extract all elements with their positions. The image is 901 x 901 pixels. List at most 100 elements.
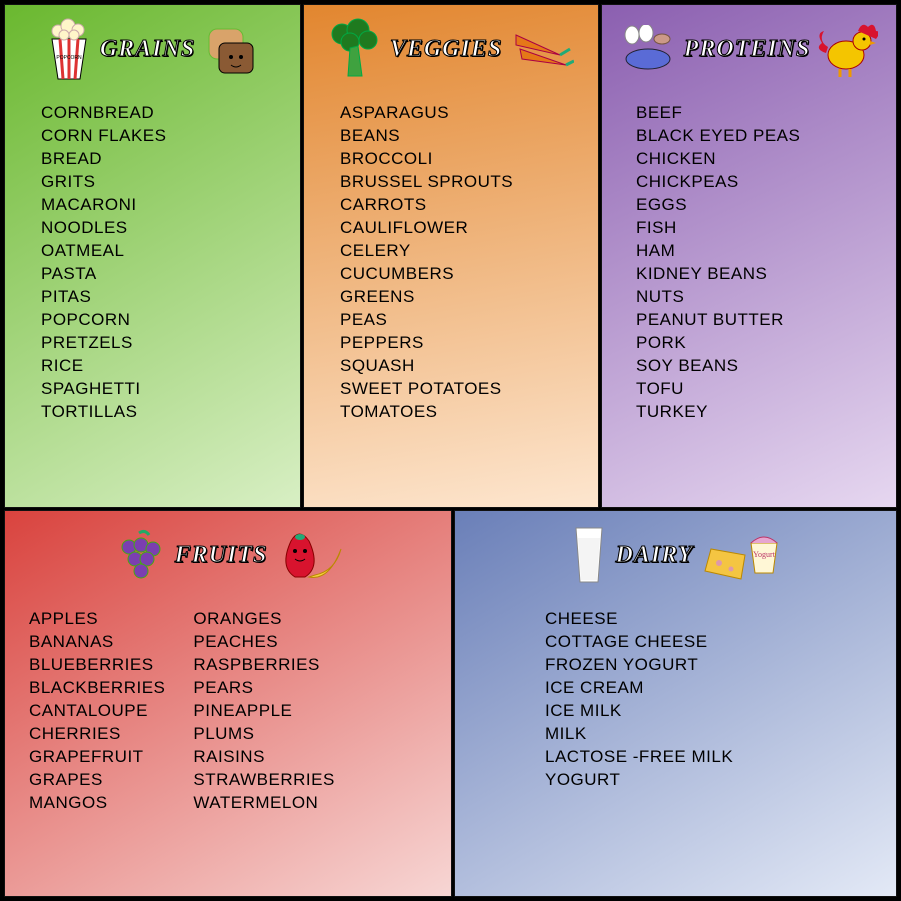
panel-grains: POPCORN GRAINS CORNBREAD CORN FLAKES BREAD… [4, 4, 301, 508]
list-item: MACARONI [41, 195, 282, 215]
food-groups-infographic: POPCORN GRAINS CORNBREAD CORN FLAKES BREAD… [0, 0, 901, 901]
list-item: PINEAPPLE [193, 701, 334, 721]
panel-grains-items: CORNBREAD CORN FLAKES BREAD GRITS MACARONI NO… [5, 87, 300, 432]
popcorn-icon: POPCORN [46, 17, 92, 81]
panel-fruits: FRUITS APPLES BANANAS BLUEBERRIES BLACKBERR… [4, 510, 452, 897]
list-item: BEANS [340, 126, 580, 146]
list-item: MILK [545, 724, 878, 744]
list-item: WATERMELON [193, 793, 334, 813]
list-item: BLACKBERRIES [29, 678, 165, 698]
list-item: SWEET POTATOES [340, 379, 580, 399]
list-item: RAISINS [193, 747, 334, 767]
list-item: PRETZELS [41, 333, 282, 353]
list-item: LACTOSE -FREE MILK [545, 747, 878, 767]
list-item: ORANGES [193, 609, 334, 629]
list-item: TURKEY [636, 402, 878, 422]
list-item: EGGS [636, 195, 878, 215]
list-item: NOODLES [41, 218, 282, 238]
list-item: MANGOS [29, 793, 165, 813]
list-item: TORTILLAS [41, 402, 282, 422]
milk-glass-icon [570, 524, 608, 586]
list-item: SQUASH [340, 356, 580, 376]
list-item: GREENS [340, 287, 580, 307]
panel-fruits-items: APPLES BANANAS BLUEBERRIES BLACKBERRIES CANT… [5, 593, 451, 823]
list-item: BREAD [41, 149, 282, 169]
list-item: GRAPES [29, 770, 165, 790]
panel-proteins-title: PROTEINS [684, 36, 811, 63]
panel-dairy-items: CHEESE COTTAGE CHEESE FROZEN YOGURT ICE CRE… [455, 593, 896, 800]
list-item: COTTAGE CHEESE [545, 632, 878, 652]
list-item: CAULIFLOWER [340, 218, 580, 238]
panel-fruits-title: FRUITS [175, 542, 268, 569]
list-item: PORK [636, 333, 878, 353]
panel-grains-title: GRAINS [100, 36, 195, 63]
broccoli-icon [328, 18, 382, 80]
list-item: CORN FLAKES [41, 126, 282, 146]
list-item: PASTA [41, 264, 282, 284]
list-item: CHEESE [545, 609, 878, 629]
grapes-icon [111, 529, 167, 581]
list-item: CELERY [340, 241, 580, 261]
panel-proteins-header: PROTEINS [602, 5, 896, 87]
svg-text:POPCORN: POPCORN [56, 55, 82, 61]
list-item: BLACK EYED PEAS [636, 126, 878, 146]
list-item: YOGURT [545, 770, 878, 790]
list-item: OATMEAL [41, 241, 282, 261]
list-item: PITAS [41, 287, 282, 307]
list-item: PEACHES [193, 632, 334, 652]
apple-banana-icon [275, 527, 345, 583]
list-item: GRITS [41, 172, 282, 192]
list-item: ICE CREAM [545, 678, 878, 698]
list-item: BRUSSEL SPROUTS [340, 172, 580, 192]
carrots-icon [510, 25, 574, 73]
rooster-icon [818, 19, 878, 79]
list-item: PEANUT BUTTER [636, 310, 878, 330]
list-item: ICE MILK [545, 701, 878, 721]
bread-icon [203, 21, 259, 77]
panel-proteins: PROTEINS BEEF BLACK EYED PEAS CHICKEN CHICK… [601, 4, 897, 508]
list-item: CHICKEN [636, 149, 878, 169]
list-item: CORNBREAD [41, 103, 282, 123]
list-item: CHERRIES [29, 724, 165, 744]
list-item: CHICKPEAS [636, 172, 878, 192]
panel-veggies: VEGGIES ASPARAGUS BEANS BROCCOLI BRUSSEL SP… [303, 4, 599, 508]
panel-dairy-header: DAIRY Yogurt [455, 511, 896, 593]
eggs-plate-icon [620, 25, 676, 73]
list-item: RASPBERRIES [193, 655, 334, 675]
panel-veggies-title: VEGGIES [390, 36, 502, 63]
list-item: TOFU [636, 379, 878, 399]
panel-fruits-header: FRUITS [5, 511, 451, 593]
list-item: CUCUMBERS [340, 264, 580, 284]
list-item: FISH [636, 218, 878, 238]
list-item: BROCCOLI [340, 149, 580, 169]
list-item: HAM [636, 241, 878, 261]
panel-veggies-items: ASPARAGUS BEANS BROCCOLI BRUSSEL SPROUTS CAR… [304, 87, 598, 432]
panel-veggies-header: VEGGIES [304, 5, 598, 87]
list-item: PLUMS [193, 724, 334, 744]
panel-dairy: DAIRY Yogurt CHEESE COTTAGE CHEESE FROZEN … [454, 510, 897, 897]
list-item: CARROTS [340, 195, 580, 215]
list-item: ASPARAGUS [340, 103, 580, 123]
panel-proteins-items: BEEF BLACK EYED PEAS CHICKEN CHICKPEAS EGGS F… [602, 87, 896, 432]
svg-text:Yogurt: Yogurt [754, 550, 777, 559]
list-item: PEPPERS [340, 333, 580, 353]
list-item: NUTS [636, 287, 878, 307]
list-item: BEEF [636, 103, 878, 123]
panel-dairy-title: DAIRY [616, 542, 694, 569]
list-item: RICE [41, 356, 282, 376]
list-item: PEARS [193, 678, 334, 698]
panel-grains-header: POPCORN GRAINS [5, 5, 300, 87]
list-item: APPLES [29, 609, 165, 629]
list-item: BLUEBERRIES [29, 655, 165, 675]
cheese-yogurt-icon: Yogurt [701, 527, 781, 583]
list-item: FROZEN YOGURT [545, 655, 878, 675]
list-item: STRAWBERRIES [193, 770, 334, 790]
list-item: TOMATOES [340, 402, 580, 422]
list-item: KIDNEY BEANS [636, 264, 878, 284]
list-item: BANANAS [29, 632, 165, 652]
list-item: PEAS [340, 310, 580, 330]
list-item: SPAGHETTI [41, 379, 282, 399]
list-item: GRAPEFRUIT [29, 747, 165, 767]
list-item: CANTALOUPE [29, 701, 165, 721]
list-item: SOY BEANS [636, 356, 878, 376]
